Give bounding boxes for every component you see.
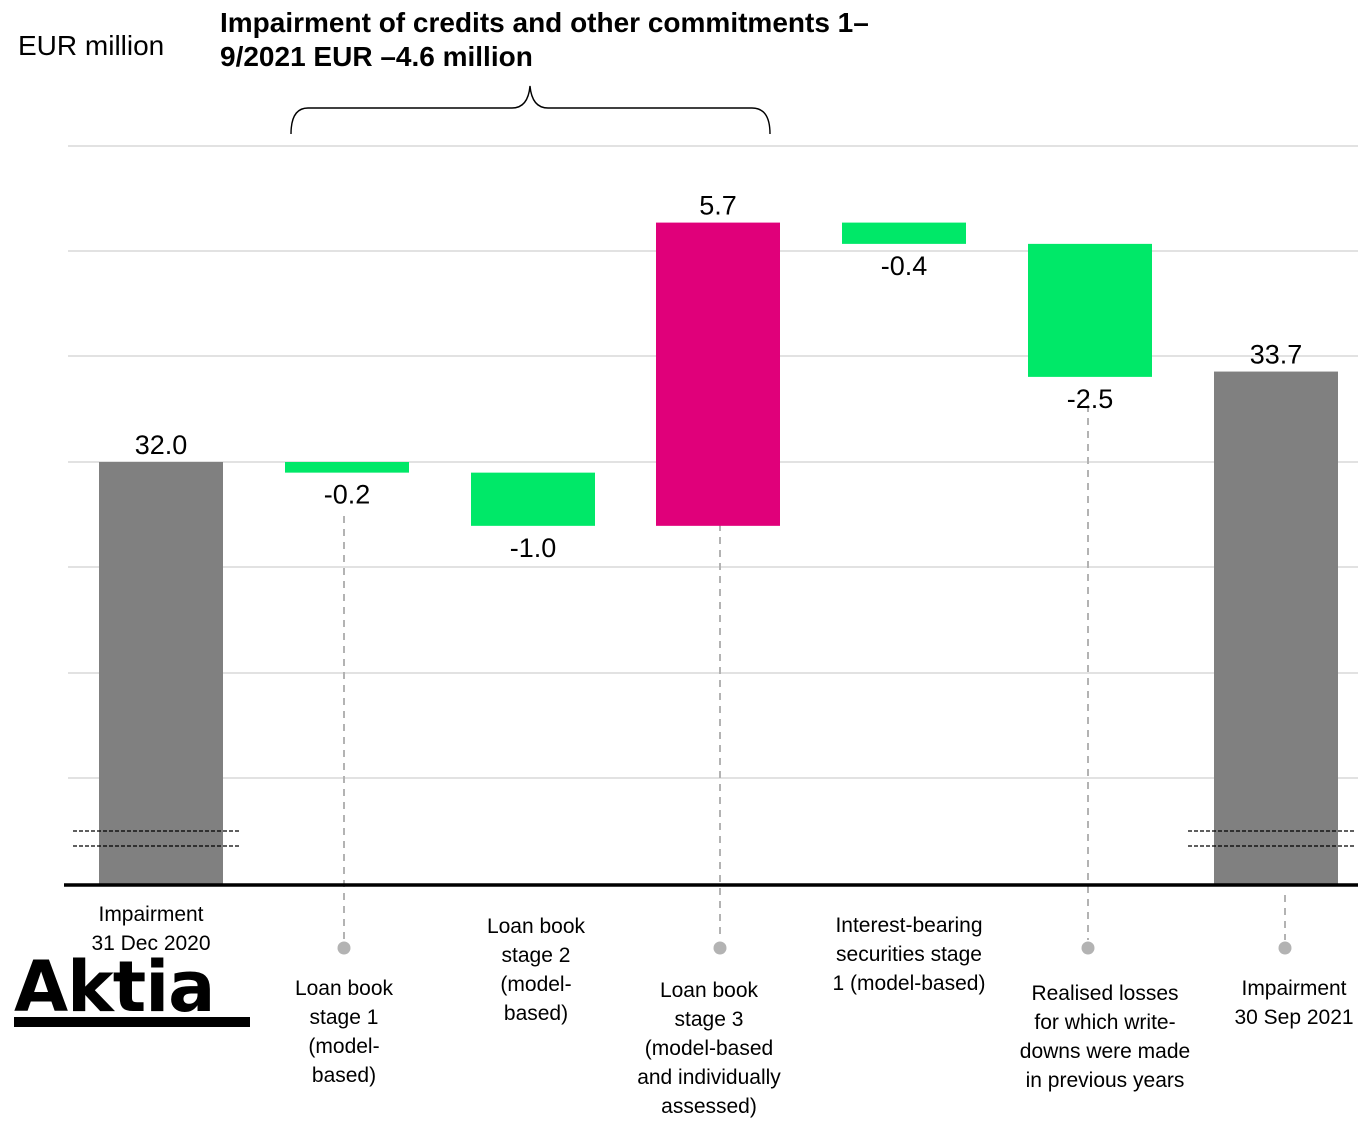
bar-3 xyxy=(656,222,780,526)
value-label-1: -0.2 xyxy=(324,480,371,510)
group-bracket xyxy=(290,85,771,135)
category-label-1: Loan book stage 1 (model- based) xyxy=(294,977,394,1087)
bar-1 xyxy=(285,462,409,473)
value-label-0: 32.0 xyxy=(135,430,188,460)
leader-dot-3 xyxy=(1278,941,1292,955)
category-label-5: Realised losses for which write- downs w… xyxy=(1019,982,1191,1092)
value-label-2: -1.0 xyxy=(510,533,557,563)
value-label-6: 33.7 xyxy=(1250,340,1303,370)
logo-underline xyxy=(14,1017,250,1027)
value-label-4: -0.4 xyxy=(881,251,928,281)
bar-2 xyxy=(471,472,595,526)
category-label-6: Impairment 30 Sep 2021 xyxy=(1234,977,1354,1029)
bar-4 xyxy=(842,222,966,244)
category-label-3: Loan book stage 3 (model-based and indiv… xyxy=(637,979,781,1118)
unit-label: EUR million xyxy=(18,30,165,61)
bar-0 xyxy=(99,462,223,885)
aktia-logo: Aktia xyxy=(14,946,215,1028)
value-label-5: -2.5 xyxy=(1067,384,1114,414)
category-label-2: Loan book stage 2 (model- based) xyxy=(486,915,586,1025)
bracket-title: Impairment of credits and other commitme… xyxy=(220,7,869,72)
category-label-0: Impairment 31 Dec 2020 xyxy=(91,903,211,955)
category-label-4: Interest-bearing securities stage 1 (mod… xyxy=(832,914,986,995)
leader-dot-0 xyxy=(337,941,351,955)
bar-5 xyxy=(1028,243,1152,377)
leader-dot-2 xyxy=(1081,941,1095,955)
value-label-3: 5.7 xyxy=(699,191,737,221)
bar-6 xyxy=(1214,371,1338,885)
leader-dot-1 xyxy=(713,941,727,955)
